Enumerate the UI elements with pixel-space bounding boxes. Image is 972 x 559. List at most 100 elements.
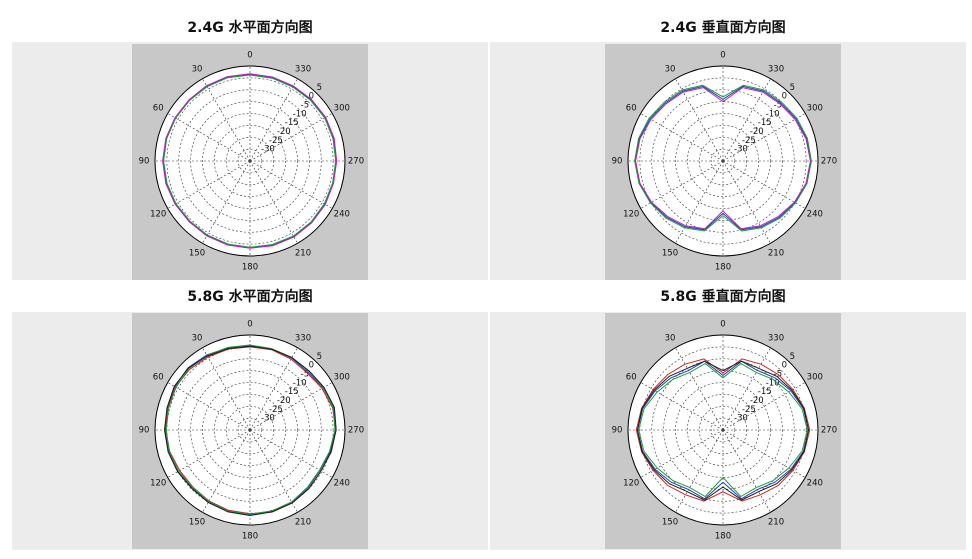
angle-tick-label: 300 [807, 373, 823, 383]
angle-tick-label: 300 [334, 373, 350, 383]
angle-tick-label: 150 [662, 248, 678, 258]
grid-ring [639, 346, 807, 514]
grid-ring [651, 89, 795, 233]
r-tick-label: -25 [269, 405, 283, 415]
pattern-line [636, 360, 810, 501]
grid-ring [190, 101, 310, 221]
grid-ring [710, 148, 736, 174]
polar-frame [154, 334, 346, 526]
angle-tick-label: 240 [807, 210, 823, 220]
angle-tick-label: 270 [348, 157, 364, 167]
angle-tick-label: 150 [189, 517, 205, 527]
pattern-line [635, 358, 811, 502]
angle-tick-label: 60 [626, 104, 637, 114]
r-tick-label: -5 [301, 101, 309, 111]
r-tick-label: 5 [317, 83, 322, 93]
angle-tick-label: 300 [334, 104, 350, 114]
grid-ring [178, 358, 322, 502]
angle-tick-label: 120 [623, 210, 639, 220]
angle-tick-label: 240 [334, 210, 350, 220]
r-tick-label: 5 [790, 352, 795, 362]
angle-tick-label: 120 [150, 210, 166, 220]
angle-tick-label: 90 [612, 426, 623, 436]
angle-tick-label: 330 [295, 65, 311, 75]
r-tick-label: -30 [734, 414, 748, 424]
angle-tick-label: 0 [247, 320, 252, 330]
angle-tick-label: 0 [720, 51, 725, 61]
pattern-line [638, 362, 808, 498]
grid-ring [225, 405, 275, 455]
grid-ring [202, 382, 298, 478]
grid-ring [639, 77, 807, 245]
r-tick-label: -10 [293, 378, 307, 388]
grid-ring [698, 136, 748, 186]
angle-tick-label: 120 [623, 479, 639, 489]
grid-ring [675, 382, 771, 478]
grid-ring [190, 370, 310, 490]
r-tick-label: 5 [790, 83, 795, 93]
angle-tick-label: 0 [720, 320, 725, 330]
r-tick-label: -20 [750, 396, 764, 406]
angle-tick-label: 150 [189, 248, 205, 258]
r-tick-label: 0 [782, 92, 787, 102]
polar-frame [627, 334, 819, 526]
grid-ring [687, 125, 759, 197]
r-tick-label: 0 [309, 361, 314, 371]
grid-ring [214, 394, 286, 466]
r-tick-label: -15 [758, 387, 772, 397]
r-tick-label: -20 [277, 396, 291, 406]
polar-frame [627, 65, 819, 257]
r-tick-label: -10 [766, 378, 780, 388]
grid-ring [237, 417, 263, 443]
angle-tick-label: 210 [768, 517, 784, 527]
r-tick-label: -10 [766, 109, 780, 119]
r-tick-label: -30 [261, 145, 275, 155]
angle-tick-label: 210 [295, 248, 311, 258]
angle-tick-label: 90 [612, 157, 623, 167]
grid-ring [663, 101, 783, 221]
pattern-line [634, 85, 812, 231]
angle-tick-label: 270 [821, 157, 837, 167]
grid-ring [710, 417, 736, 443]
r-tick-label: -5 [301, 370, 309, 380]
angle-tick-label: 60 [153, 104, 164, 114]
r-tick-label: -10 [293, 109, 307, 119]
angle-tick-label: 30 [192, 334, 203, 344]
angle-tick-label: 30 [665, 334, 676, 344]
angle-tick-label: 300 [807, 104, 823, 114]
r-tick-label: -25 [269, 136, 283, 146]
angle-tick-label: 270 [348, 426, 364, 436]
angle-tick-label: 90 [139, 157, 150, 167]
angle-tick-label: 240 [334, 479, 350, 489]
grid-ring [166, 77, 334, 245]
angle-tick-label: 90 [139, 426, 150, 436]
angle-tick-label: 240 [807, 479, 823, 489]
r-tick-label: -20 [277, 127, 291, 137]
r-tick-label: -20 [750, 127, 764, 137]
chart-title: 5.8G 水平面方向图 [187, 288, 312, 305]
angle-tick-label: 60 [626, 373, 637, 383]
r-tick-label: 5 [317, 352, 322, 362]
angle-tick-label: 30 [192, 65, 203, 75]
r-tick-label: -25 [742, 405, 756, 415]
grid-ring [214, 125, 286, 197]
r-tick-label: -5 [774, 101, 782, 111]
chart-title: 5.8G 垂直面方向图 [660, 288, 785, 305]
r-tick-label: 0 [782, 361, 787, 371]
angle-tick-label: 30 [665, 65, 676, 75]
r-tick-label: -25 [742, 136, 756, 146]
grid-ring [663, 370, 783, 490]
grid-ring [687, 394, 759, 466]
angle-tick-label: 120 [150, 479, 166, 489]
angle-tick-label: 150 [662, 517, 678, 527]
pattern-line [634, 84, 812, 232]
chart-title: 2.4G 水平面方向图 [187, 19, 312, 36]
grid-ring [178, 89, 322, 233]
angle-tick-label: 210 [295, 517, 311, 527]
pattern-line [163, 345, 337, 517]
grid-ring [202, 113, 298, 209]
grid-ring [166, 346, 334, 514]
r-tick-label: -30 [734, 145, 748, 155]
r-tick-label: -15 [758, 118, 772, 128]
